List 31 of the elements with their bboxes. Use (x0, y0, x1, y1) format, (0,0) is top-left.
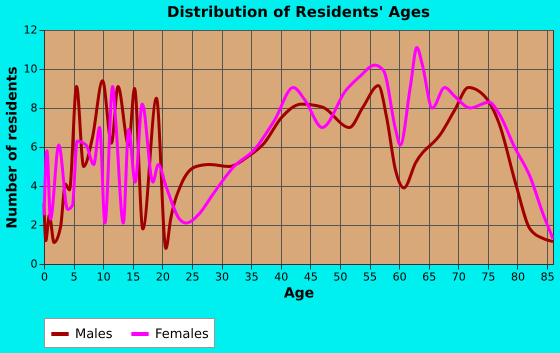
x-tick-label: 10 (96, 270, 111, 284)
x-tick-label: 40 (274, 270, 288, 284)
x-tick-label: 45 (304, 270, 318, 284)
line-series (42, 46, 554, 240)
x-tick-label: 30 (215, 270, 230, 284)
x-tick-label: 35 (244, 270, 259, 284)
x-tick-label: 25 (185, 270, 200, 284)
chart-title: Distribution of Residents' Ages (167, 3, 430, 21)
x-tick-label: 80 (510, 270, 525, 284)
y-tick-label: 2 (30, 218, 38, 232)
x-tick-label: 75 (481, 270, 496, 284)
y-tick-label: 0 (30, 258, 38, 270)
x-tick-label: 15 (126, 270, 140, 284)
y-tick-label: 12 (24, 24, 38, 36)
x-tick-label: 20 (156, 270, 170, 284)
y-axis-title: Number of residents (4, 66, 21, 229)
legend-label: Females (155, 327, 210, 342)
x-tick-label: 85 (540, 270, 555, 284)
y-tick-label: 10 (24, 62, 38, 76)
x-tick-label: 0 (41, 270, 48, 284)
x-tick-label: 5 (70, 270, 78, 284)
legend-label: Males (75, 327, 113, 342)
x-tick-label: 70 (452, 270, 466, 284)
x-tick-label: 55 (363, 270, 378, 284)
x-axis-title: Age (284, 286, 314, 302)
x-tick-label: 50 (333, 270, 348, 284)
x-tick-label: 60 (392, 270, 407, 284)
y-tick-label: 6 (30, 140, 38, 154)
x-tick-label: 65 (422, 270, 436, 284)
y-tick-label: 8 (30, 102, 38, 114)
y-tick-label: 4 (30, 180, 38, 192)
